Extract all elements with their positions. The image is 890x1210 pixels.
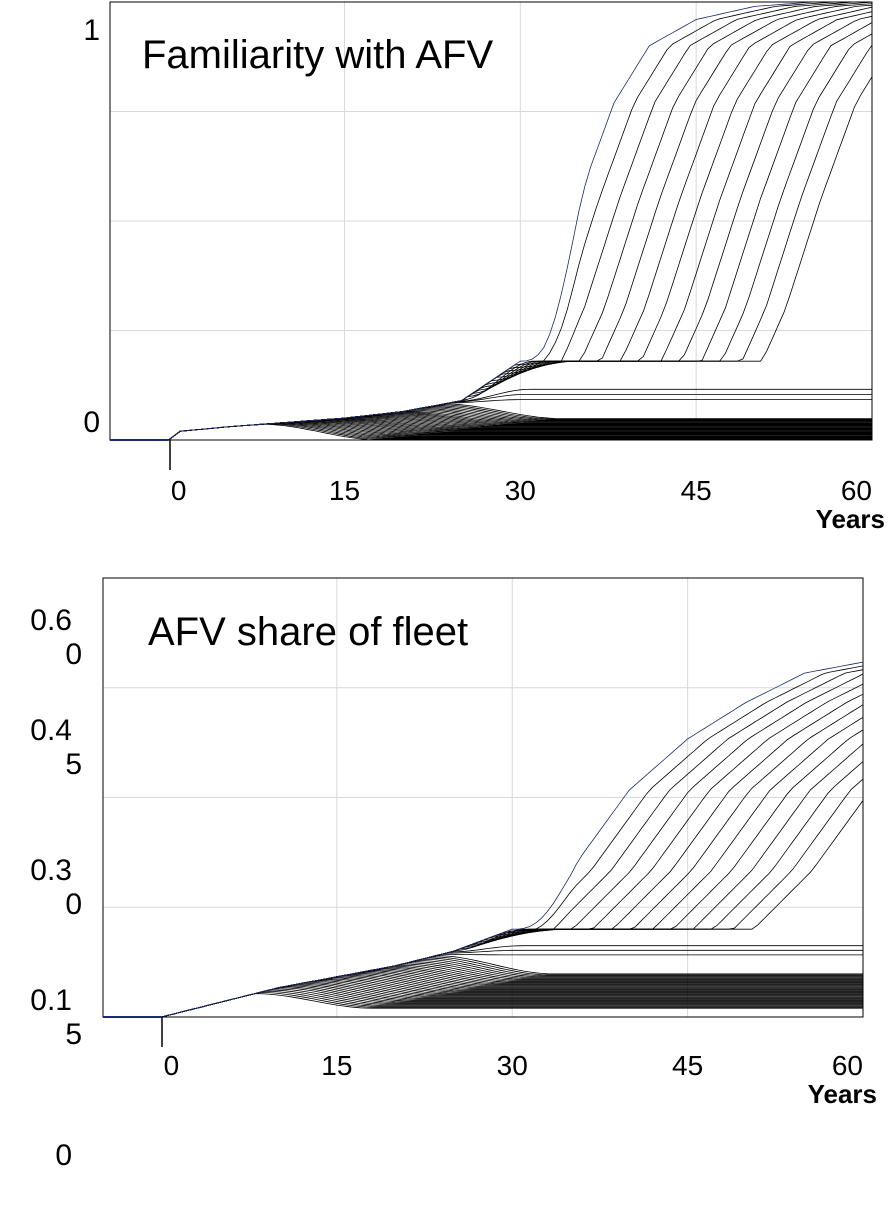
series-line bbox=[103, 669, 864, 1018]
y-tick-label: 0 bbox=[55, 1139, 72, 1172]
series-line bbox=[110, 15, 873, 441]
series-line bbox=[110, 33, 873, 441]
y-tick-label: 1 bbox=[83, 14, 100, 47]
chart-title: AFV share of fleet bbox=[148, 610, 468, 654]
x-tick-label: 15 bbox=[329, 475, 360, 506]
x-tick-label: 0 bbox=[164, 1050, 180, 1081]
y-tick-label: 0.6 0 bbox=[30, 604, 82, 671]
series-line bbox=[103, 683, 864, 1018]
y-tick-label: 0.1 5 bbox=[30, 984, 82, 1051]
x-tick-label: 45 bbox=[681, 475, 712, 506]
x-tick-label: 60 bbox=[841, 475, 872, 506]
x-tick-label: 15 bbox=[321, 1050, 352, 1081]
x-tick-label: 30 bbox=[497, 1050, 528, 1081]
chart-title: Familiarity with AFV bbox=[142, 33, 493, 77]
x-axis-title: Years bbox=[808, 1079, 877, 1109]
y-tick-label: 0.4 5 bbox=[30, 714, 82, 781]
series-line bbox=[103, 704, 864, 1018]
series-line bbox=[110, 22, 873, 441]
series-line bbox=[103, 661, 864, 1018]
x-tick-label: 0 bbox=[171, 475, 187, 506]
x-tick-label: 45 bbox=[672, 1050, 703, 1081]
x-tick-label: 60 bbox=[832, 1050, 863, 1081]
plot-frame bbox=[109, 1, 873, 441]
x-axis-title: Years bbox=[816, 504, 885, 534]
plot-frame bbox=[102, 577, 864, 1018]
y-tick-label: 0.3 0 bbox=[30, 854, 82, 921]
series-line bbox=[110, 1, 872, 441]
y-tick-label: 0 bbox=[83, 406, 100, 439]
series-line bbox=[103, 716, 864, 1018]
x-tick-label: 30 bbox=[505, 475, 536, 506]
